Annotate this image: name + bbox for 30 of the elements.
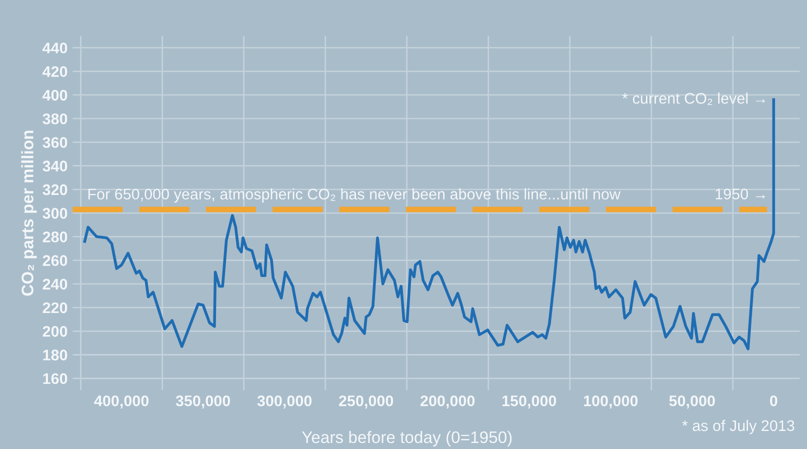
y-tick-label: 280 [42, 232, 68, 242]
y-tick-label: 400 [42, 90, 68, 101]
x-tick-label: 400,000 [94, 395, 149, 408]
text: * as of July 2013 [682, 420, 794, 434]
x-tick-label: 0 [770, 395, 778, 406]
x-tick-label: 200,000 [420, 395, 475, 408]
y-tick-label: 380 [42, 113, 68, 124]
y-axis-title: CO₂ parts per million [21, 130, 37, 296]
y-tick-label: 420 [42, 66, 68, 78]
y-tick-label: 220 [42, 302, 68, 314]
x-tick-label: 350,000 [176, 395, 230, 408]
y-tick-label: 320 [42, 184, 68, 196]
y-tick-label: 300 [42, 208, 68, 219]
y-tick-label: 340 [42, 160, 68, 172]
y-tick-label: 160 [43, 373, 68, 384]
annotation: 1950 → [716, 188, 765, 200]
y-tick-label: 240 [42, 278, 68, 290]
annotation: * current CO₂ level → [622, 92, 765, 105]
x-tick-label: 150,000 [502, 395, 556, 408]
y-tick-label: 440 [42, 42, 68, 54]
x-axis-title: Years before today (0=1950) [302, 430, 512, 446]
y-tick-label: 260 [42, 255, 68, 266]
x-tick-label: 300,000 [257, 395, 312, 408]
x-tick-label: 250,000 [339, 395, 394, 408]
x-tick-label: 50,000 [669, 395, 715, 408]
y-tick-label: 180 [43, 350, 68, 360]
x-tick-label: 100,000 [584, 395, 638, 408]
y-tick-label: 200 [42, 326, 68, 337]
y-tick-label: 360 [42, 137, 68, 148]
ref-line-label: For 650,000 years, atmospheric CO₂ has never been above this line...until now [88, 188, 621, 203]
